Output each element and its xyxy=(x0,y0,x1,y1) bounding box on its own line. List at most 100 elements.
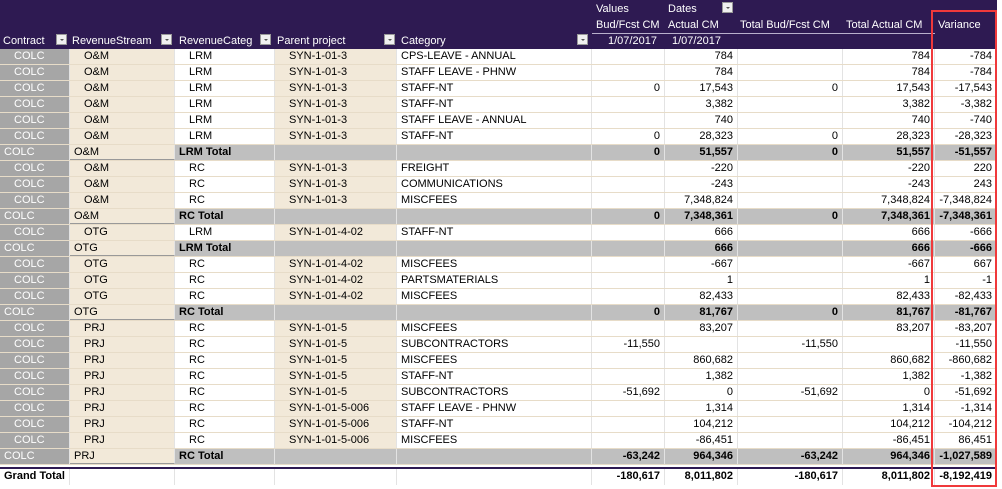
cell-parent-project[interactable] xyxy=(275,145,397,160)
cell-variance[interactable]: -82,433 xyxy=(935,289,997,304)
cell-total-bud-fcst[interactable] xyxy=(738,161,843,176)
cell-revenuestream[interactable]: PRJ xyxy=(70,433,175,448)
cell-contract[interactable]: COLC xyxy=(0,193,70,208)
cell-revenuestream[interactable]: OTG xyxy=(70,273,175,288)
cell-total-actual[interactable]: 8,011,802 xyxy=(843,469,935,485)
cell-parent-project[interactable]: SYN-1-01-5-006 xyxy=(275,417,397,432)
cell-variance[interactable]: 86,451 xyxy=(935,433,997,448)
cell-total-actual[interactable]: 1,314 xyxy=(843,401,935,416)
revenuestream-filter-dropdown[interactable] xyxy=(161,34,172,45)
cell-actual[interactable]: 1,382 xyxy=(665,369,738,384)
cell-actual[interactable]: 0 xyxy=(665,385,738,400)
cell-parent-project[interactable]: SYN-1-01-3 xyxy=(275,129,397,144)
cell-total-bud-fcst[interactable] xyxy=(738,417,843,432)
cell-actual[interactable]: 7,348,361 xyxy=(665,209,738,224)
cell-parent-project[interactable]: SYN-1-01-4-02 xyxy=(275,273,397,288)
cell-total-actual[interactable]: 860,682 xyxy=(843,353,935,368)
cell-parent-project[interactable]: SYN-1-01-5 xyxy=(275,337,397,352)
cell-parent-project[interactable]: SYN-1-01-4-02 xyxy=(275,225,397,240)
cell-contract[interactable]: COLC xyxy=(0,209,70,224)
cell-bud-fcst[interactable]: 0 xyxy=(592,209,665,224)
cell-category[interactable]: STAFF-NT xyxy=(397,129,592,144)
cell-bud-fcst[interactable]: -51,692 xyxy=(592,385,665,400)
cell-actual[interactable]: 784 xyxy=(665,49,738,64)
cell-revenuestream[interactable]: O&M xyxy=(70,193,175,208)
cell-total-actual[interactable]: 1,382 xyxy=(843,369,935,384)
cell-revenuestream[interactable]: O&M xyxy=(70,129,175,144)
cell-revenuecateg[interactable]: LRM xyxy=(175,97,275,112)
cell-total-actual[interactable]: 666 xyxy=(843,241,935,256)
cell-bud-fcst[interactable] xyxy=(592,417,665,432)
cell-total-actual[interactable]: 784 xyxy=(843,65,935,80)
cell-bud-fcst[interactable] xyxy=(592,241,665,256)
cell-total-bud-fcst[interactable] xyxy=(738,49,843,64)
cell-total-actual[interactable]: 3,382 xyxy=(843,97,935,112)
cell-actual[interactable]: 82,433 xyxy=(665,289,738,304)
cell-total-actual[interactable]: 51,557 xyxy=(843,145,935,160)
cell-variance[interactable]: -784 xyxy=(935,49,997,64)
cell-bud-fcst[interactable]: 0 xyxy=(592,305,665,320)
cell-total-bud-fcst[interactable] xyxy=(738,97,843,112)
cell-actual[interactable]: 83,207 xyxy=(665,321,738,336)
cell-actual[interactable]: 104,212 xyxy=(665,417,738,432)
cell-total-bud-fcst[interactable] xyxy=(738,193,843,208)
cell-actual[interactable]: 7,348,824 xyxy=(665,193,738,208)
cell-category[interactable]: STAFF-NT xyxy=(397,225,592,240)
cell-contract[interactable]: COLC xyxy=(0,417,70,432)
cell-category[interactable]: MISCFEES xyxy=(397,257,592,272)
cell-category[interactable]: MISCFEES xyxy=(397,353,592,368)
cell-variance[interactable]: -666 xyxy=(935,241,997,256)
cell-revenuecateg[interactable]: RC xyxy=(175,369,275,384)
cell-total-actual[interactable]: 104,212 xyxy=(843,417,935,432)
cell-total-bud-fcst[interactable]: 0 xyxy=(738,129,843,144)
cell-contract[interactable]: COLC xyxy=(0,321,70,336)
cell-category[interactable]: STAFF LEAVE - PHNW xyxy=(397,65,592,80)
cell-contract[interactable]: COLC xyxy=(0,145,70,160)
cell-revenuestream[interactable]: O&M xyxy=(70,145,175,160)
cell-contract[interactable]: COLC xyxy=(0,401,70,416)
cell-revenuecateg[interactable]: LRM xyxy=(175,81,275,96)
cell-contract[interactable]: COLC xyxy=(0,449,70,464)
cell-bud-fcst[interactable] xyxy=(592,353,665,368)
parent-project-filter-dropdown[interactable] xyxy=(384,34,395,45)
cell-revenuecateg[interactable]: RC xyxy=(175,289,275,304)
cell-revenuecateg[interactable]: RC Total xyxy=(175,209,275,224)
cell-bud-fcst[interactable] xyxy=(592,273,665,288)
cell-variance[interactable]: -784 xyxy=(935,65,997,80)
cell-actual[interactable]: 860,682 xyxy=(665,353,738,368)
cell-revenuestream[interactable]: OTG xyxy=(70,241,175,256)
cell-contract[interactable]: COLC xyxy=(0,385,70,400)
cell-actual[interactable] xyxy=(665,337,738,352)
cell-total-actual[interactable]: 81,767 xyxy=(843,305,935,320)
cell-parent-project[interactable]: SYN-1-01-5 xyxy=(275,385,397,400)
cell-bud-fcst[interactable] xyxy=(592,161,665,176)
cell-total-actual[interactable]: 17,543 xyxy=(843,81,935,96)
cell-total-actual[interactable]: 666 xyxy=(843,225,935,240)
cell-revenuestream[interactable]: PRJ xyxy=(70,321,175,336)
cell-total-actual[interactable]: 784 xyxy=(843,49,935,64)
cell-category[interactable] xyxy=(397,449,592,464)
cell-parent-project[interactable] xyxy=(275,305,397,320)
cell-contract[interactable]: COLC xyxy=(0,177,70,192)
cell-revenuestream[interactable]: PRJ xyxy=(70,417,175,432)
cell-revenuecateg[interactable]: RC xyxy=(175,193,275,208)
cell-total-actual[interactable]: -220 xyxy=(843,161,935,176)
cell-revenuestream[interactable]: PRJ xyxy=(70,401,175,416)
cell-category[interactable]: STAFF-NT xyxy=(397,97,592,112)
cell-contract[interactable]: COLC xyxy=(0,129,70,144)
cell-variance[interactable]: -3,382 xyxy=(935,97,997,112)
cell-bud-fcst[interactable] xyxy=(592,49,665,64)
cell-parent-project[interactable]: SYN-1-01-3 xyxy=(275,193,397,208)
cell-revenuecateg[interactable]: RC xyxy=(175,321,275,336)
cell-variance[interactable]: -666 xyxy=(935,225,997,240)
cell-revenuestream[interactable]: OTG xyxy=(70,305,175,320)
cell-actual[interactable]: 8,011,802 xyxy=(665,469,738,485)
cell-contract[interactable]: COLC xyxy=(0,257,70,272)
cell-revenuecateg[interactable]: RC Total xyxy=(175,449,275,464)
cell-revenuestream[interactable]: O&M xyxy=(70,113,175,128)
cell-revenuecateg[interactable]: RC xyxy=(175,401,275,416)
cell-parent-project[interactable]: SYN-1-01-4-02 xyxy=(275,289,397,304)
cell-category[interactable]: MISCFEES xyxy=(397,433,592,448)
cell-category[interactable]: STAFF LEAVE - PHNW xyxy=(397,401,592,416)
cell-revenuestream[interactable] xyxy=(70,469,175,485)
